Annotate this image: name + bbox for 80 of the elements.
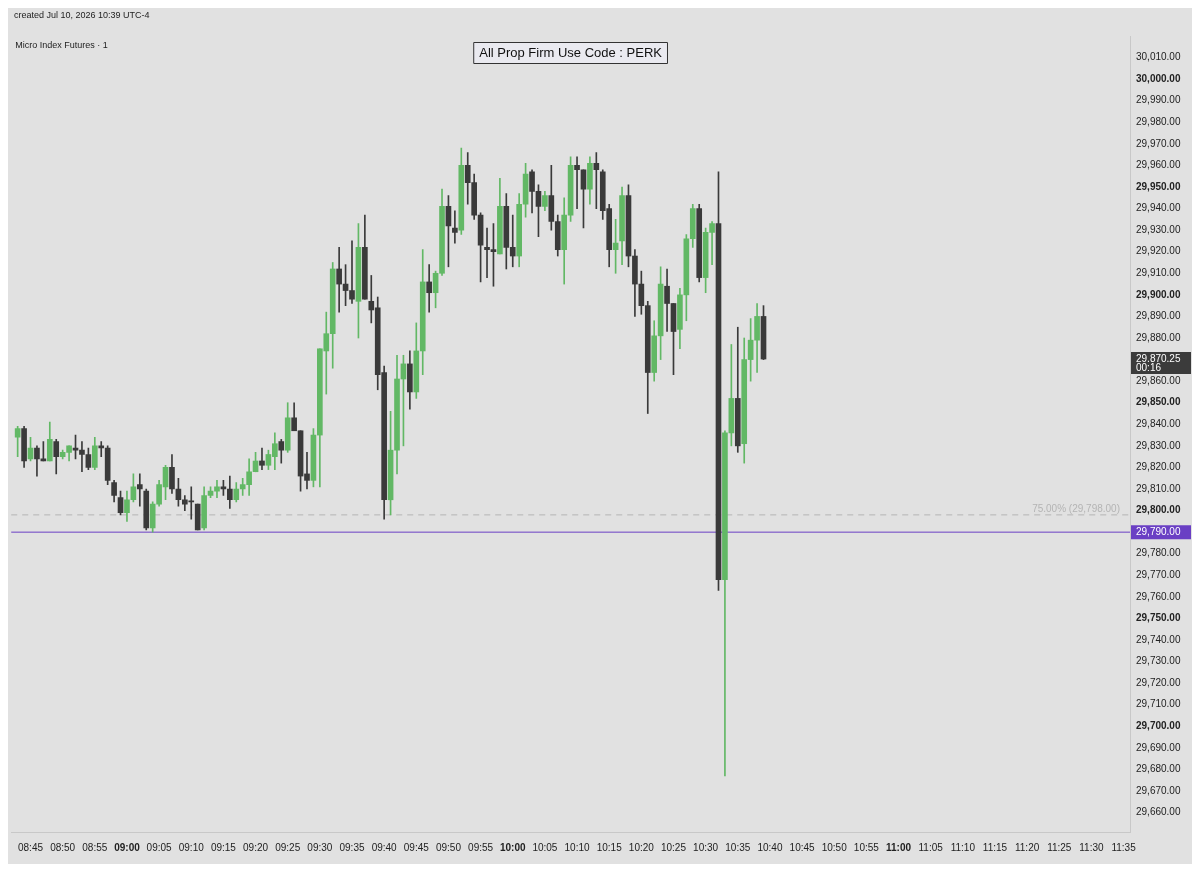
x-tick-label: 10:05	[532, 841, 558, 853]
x-tick-label: 09:15	[210, 841, 237, 853]
y-tick-label: 29,990.00	[1136, 94, 1181, 106]
x-tick-label: 10:15	[596, 841, 623, 853]
chart-subtitle: created Jul 10, 2026 10:39 UTC-4	[13, 9, 151, 22]
x-tick-label: 10:40	[757, 841, 783, 853]
x-tick-label: 10:30	[693, 841, 719, 853]
candlestick	[426, 264, 432, 313]
candlestick	[336, 247, 342, 313]
y-tick-label: 29,680.00	[1136, 763, 1181, 775]
y-tick-label: 29,970.00	[1136, 137, 1181, 149]
text: 29,870.25	[1136, 352, 1181, 364]
y-tick-label: 29,660.00	[1136, 806, 1181, 818]
x-tick-label: 09:50	[435, 841, 462, 853]
y-tick-label: 29,920.00	[1136, 245, 1181, 257]
x-tick-label: 09:30	[307, 841, 333, 853]
x-tick-label: 11:15	[982, 841, 1008, 853]
y-tick-label: 29,730.00	[1136, 655, 1181, 667]
y-tick-label: 29,860.00	[1136, 374, 1181, 386]
y-tick-label: 29,840.00	[1136, 418, 1181, 430]
y-tick-label: 30,010.00	[1136, 51, 1181, 63]
y-tick-label: 29,910.00	[1136, 267, 1181, 279]
y-tick-label: 29,850.00	[1136, 396, 1181, 408]
x-tick-label: 09:00	[114, 841, 141, 853]
y-tick-label: 29,980.00	[1136, 116, 1181, 128]
x-tick-label: 09:25	[275, 841, 301, 853]
x-tick-label: 09:55	[468, 841, 494, 853]
x-tick-label: 11:35	[1111, 841, 1137, 853]
candlestick	[136, 473, 143, 507]
x-tick-label: 10:45	[789, 841, 816, 853]
y-tick-label: 29,950.00	[1136, 180, 1181, 192]
y-tick-label: 29,880.00	[1136, 331, 1181, 343]
y-tick-label: 29,770.00	[1136, 569, 1181, 581]
y-tick-label: 29,720.00	[1136, 676, 1181, 688]
x-tick-label: 10:25	[660, 841, 687, 853]
x-tick-label: 10:55	[853, 841, 880, 853]
annotation: All Prop Firm Use Code : PERK	[479, 44, 663, 60]
text: Micro Index Futures · 1	[15, 40, 108, 51]
y-tick-label: 29,940.00	[1136, 202, 1181, 214]
x-tick-label: 10:35	[725, 841, 751, 853]
y-tick-label: 29,750.00	[1136, 612, 1181, 624]
x-tick-label: 08:50	[50, 841, 76, 853]
candlestick	[259, 447, 265, 470]
x-tick-label: 11:05	[918, 841, 944, 853]
y-tick-label: 29,690.00	[1136, 741, 1181, 753]
y-tick-label: 29,830.00	[1136, 439, 1181, 451]
x-tick-label: 10:10	[564, 841, 590, 853]
y-tick-label: 29,740.00	[1136, 633, 1181, 645]
y-tick-label: 29,800.00	[1136, 504, 1181, 516]
x-tick-label: 11:25	[1047, 841, 1072, 853]
x-tick-label: 11:10	[950, 841, 976, 853]
x-tick-label: 10:20	[628, 841, 655, 853]
x-tick-label: 09:20	[243, 841, 269, 853]
x-tick-label: 09:05	[146, 841, 173, 853]
x-tick-label: 10:00	[499, 841, 526, 853]
x-tick-label: 08:55	[82, 841, 108, 853]
x-tick-label: 11:30	[1079, 841, 1104, 853]
y-tick-label: 29,900.00	[1136, 288, 1181, 300]
y-tick-label: 29,820.00	[1136, 461, 1181, 473]
y-tick-label: 29,780.00	[1136, 547, 1181, 559]
ref-line-label: 29,790.00	[1136, 525, 1181, 537]
text: 00:16	[1136, 361, 1162, 373]
y-tick-label: 29,760.00	[1136, 590, 1181, 602]
y-tick-label: 29,930.00	[1136, 223, 1181, 235]
x-tick-label: 11:20	[1014, 841, 1040, 853]
x-tick-label: 09:10	[178, 841, 205, 853]
y-tick-label: 29,700.00	[1136, 720, 1181, 732]
y-tick-label: 29,710.00	[1136, 698, 1181, 710]
y-tick-label: 29,670.00	[1136, 784, 1181, 796]
x-tick-label: 11:00	[886, 841, 912, 853]
x-tick-label: 09:40	[371, 841, 398, 853]
y-tick-label: 29,890.00	[1136, 310, 1181, 322]
x-tick-label: 10:50	[821, 841, 848, 853]
y-tick-label: 30,000.00	[1136, 72, 1181, 84]
x-tick-label: 09:35	[339, 841, 365, 853]
candlestick	[452, 210, 458, 244]
x-tick-label: 09:45	[403, 841, 430, 853]
y-tick-label: 29,960.00	[1136, 159, 1181, 171]
x-tick-label: 08:45	[18, 841, 44, 853]
y-tick-label: 29,810.00	[1136, 482, 1181, 494]
